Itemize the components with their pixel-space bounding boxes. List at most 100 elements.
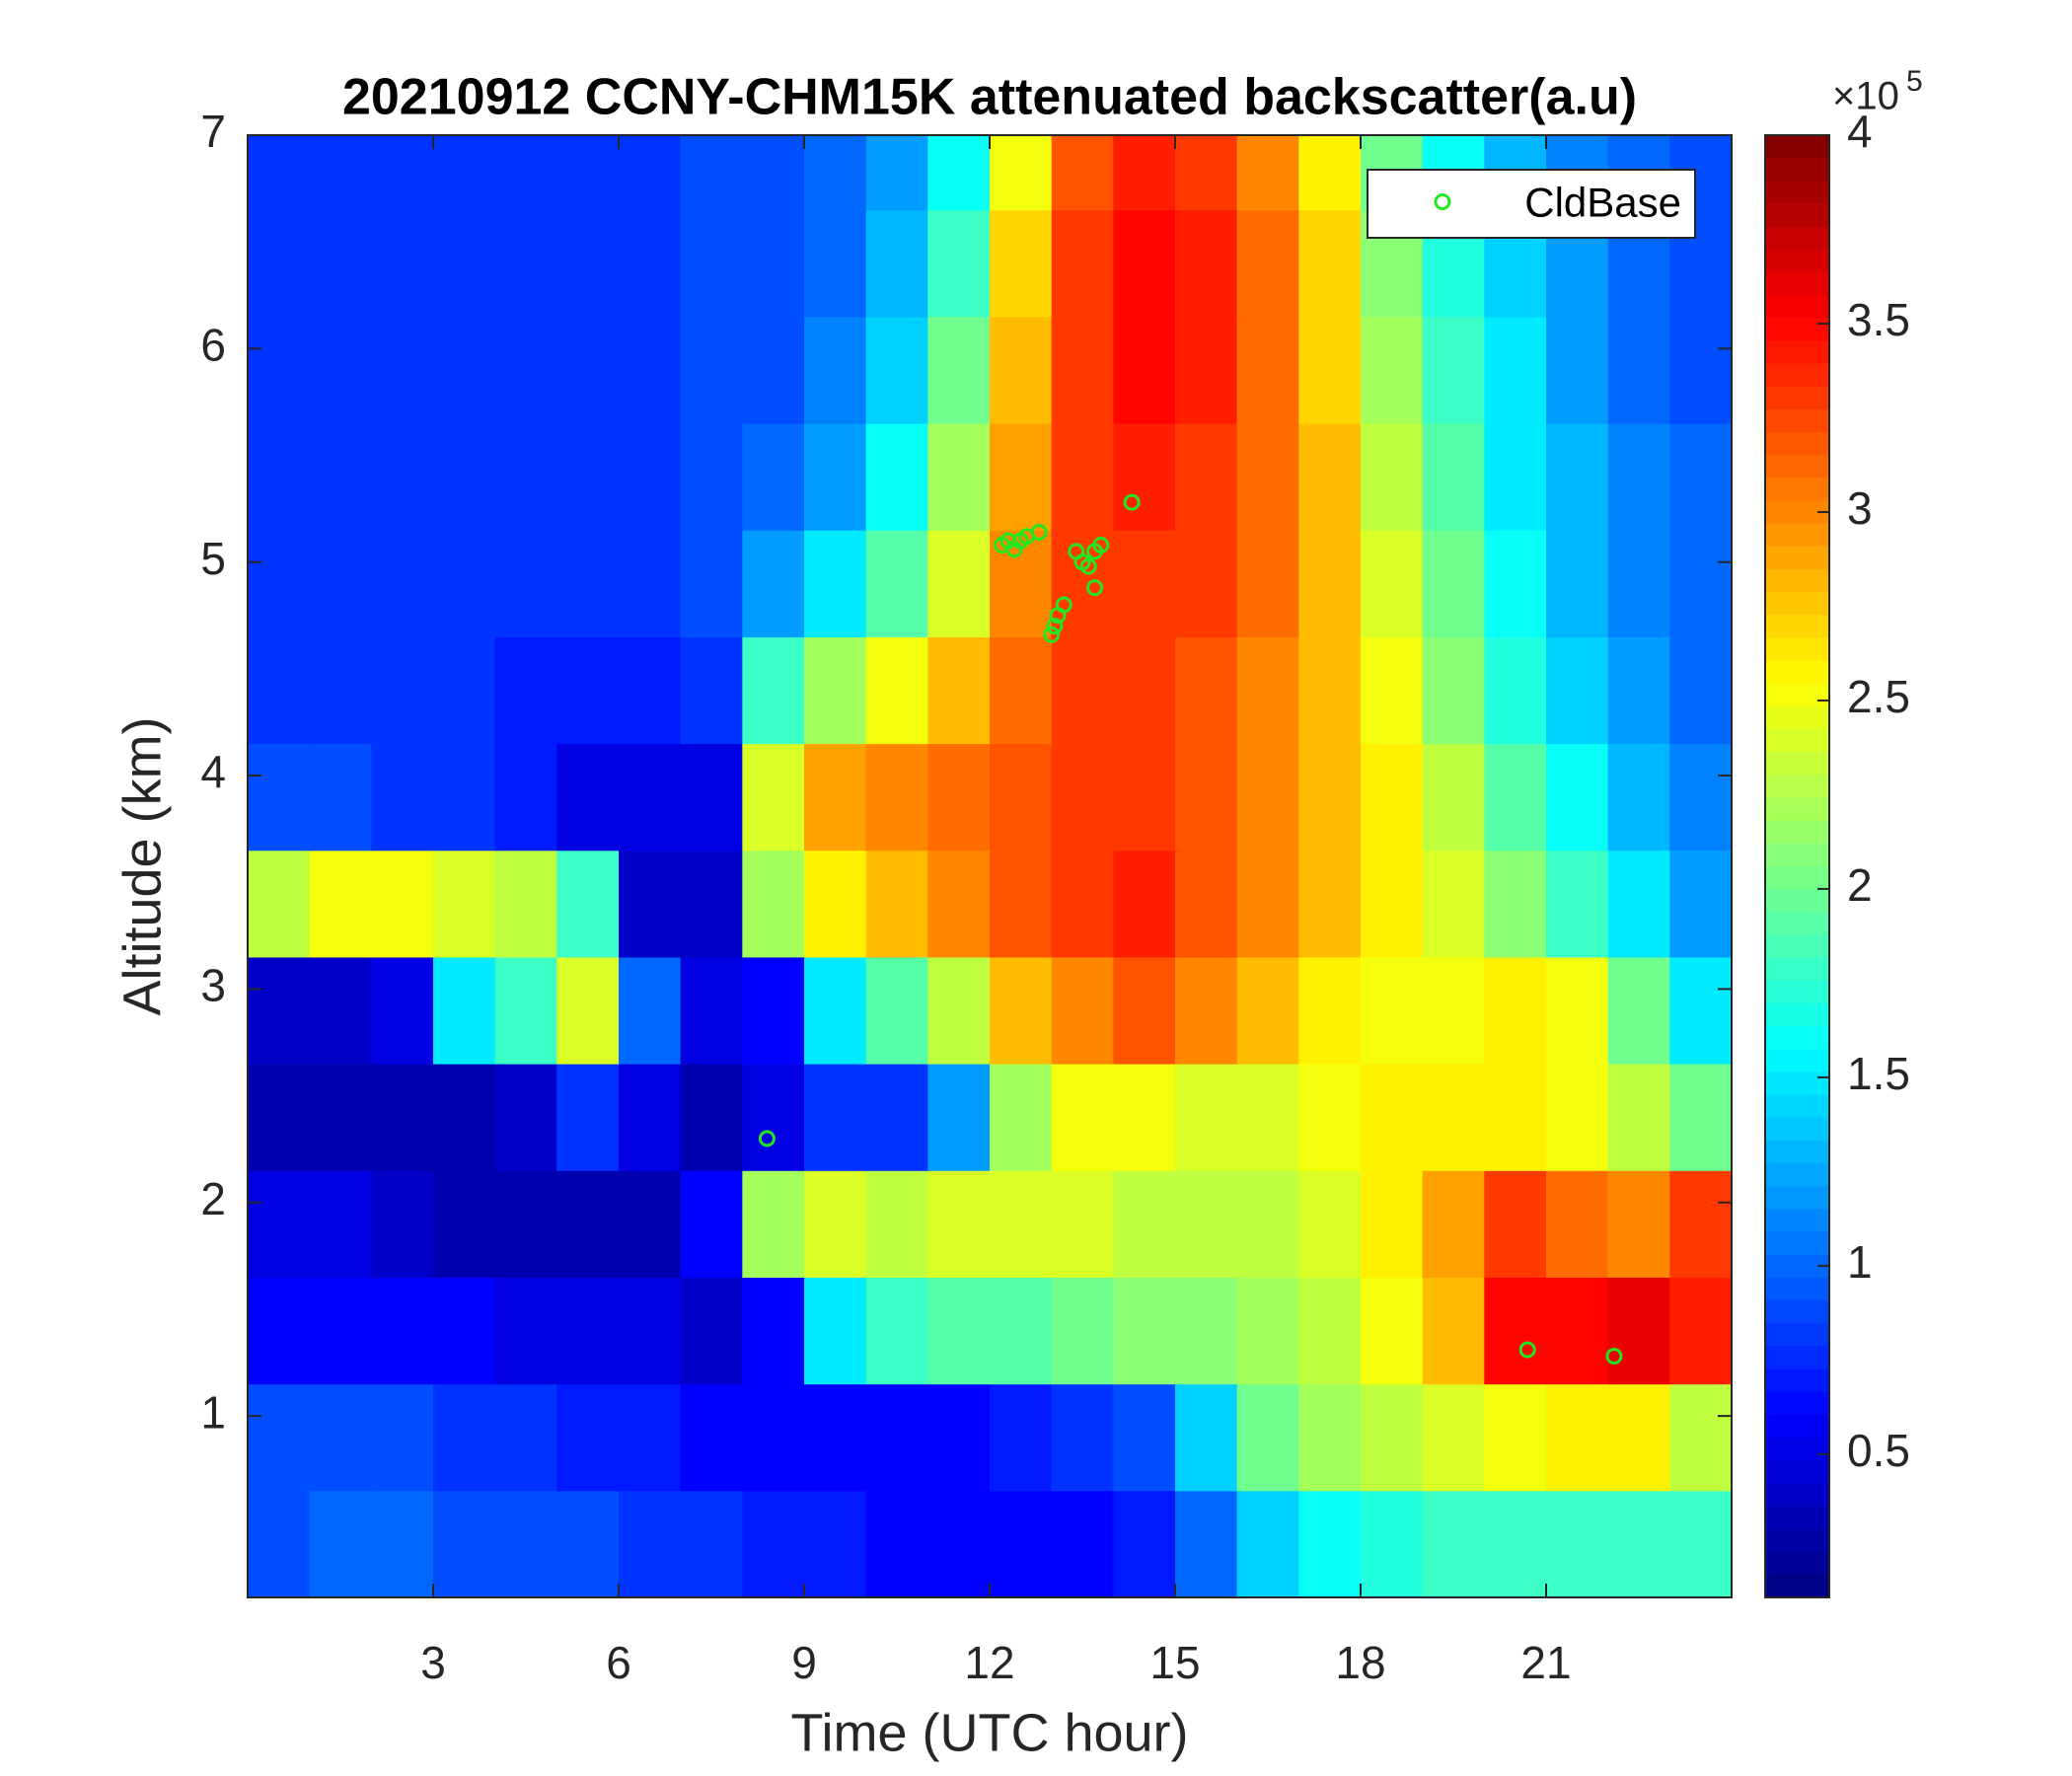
heatmap-cell [1113,1064,1176,1171]
heatmap-cell [556,423,620,531]
heatmap-cell [309,743,372,851]
heatmap-cell [1422,1490,1485,1597]
x-tick-label: 18 [1335,1637,1385,1688]
heatmap-cell [804,850,867,958]
heatmap-cell [1546,850,1609,958]
colorbar-segment [1765,1117,1829,1142]
heatmap-cell [1298,209,1362,318]
heatmap-cell [1113,1170,1176,1278]
heatmap-cell [990,135,1053,211]
heatmap-cell [990,1170,1053,1278]
heatmap-cell [804,1490,867,1597]
heatmap-cell [680,209,743,318]
heatmap-cell [309,1490,372,1597]
heatmap-cell [1422,530,1485,637]
heatmap-cell [865,530,928,637]
heatmap-cell [1546,1064,1609,1171]
colorbar-tick-label: 3.5 [1847,294,1910,345]
heatmap-cell [556,1170,620,1278]
heatmap-cell [1607,1064,1670,1171]
colorbar-segment [1765,1323,1829,1347]
heatmap-cell [680,1170,743,1278]
heatmap-cell [1298,316,1362,424]
heatmap-cell [804,1170,867,1278]
heatmap-cell [990,743,1053,851]
colorbar-segment [1765,181,1829,205]
colorbar-segment [1765,1414,1829,1439]
heatmap-cell [1175,209,1238,318]
heatmap-cell [1175,1064,1238,1171]
colorbar-segment [1765,318,1829,342]
heatmap-cell [680,1277,743,1385]
heatmap-cell [1361,850,1424,958]
heatmap-cell [1113,850,1176,958]
heatmap-cell [680,850,743,958]
heatmap-cell [433,530,496,637]
heatmap-cell [494,135,557,211]
heatmap-cell [927,530,991,637]
heatmap-cell [433,209,496,318]
colorbar-segment [1765,271,1829,296]
heatmap-cell [556,850,620,958]
heatmap-cell [371,135,434,211]
heatmap-cell [309,423,372,531]
heatmap-cell [1422,743,1485,851]
heatmap-cell [1175,956,1238,1065]
heatmap-cell [494,1490,557,1597]
heatmap-cell [1236,1064,1299,1171]
colorbar-segment [1765,408,1829,433]
heatmap-cell [804,956,867,1065]
heatmap-cell [248,743,311,851]
heatmap-cell [556,1277,620,1385]
heatmap-cell [433,1490,496,1597]
cloud-base-point [1055,596,1073,614]
heatmap-cell [1422,1383,1485,1492]
colorbar-tick-label: 2 [1847,859,1873,911]
colorbar-segment [1765,797,1829,822]
heatmap-cell [1236,743,1299,851]
heatmap-cell [1422,850,1485,958]
heatmap-cell [433,316,496,424]
heatmap-cell [804,530,867,637]
heatmap-cell [619,423,682,531]
heatmap-cell [1298,423,1362,531]
heatmap-cell [927,1490,991,1597]
heatmap-cell [1607,850,1670,958]
heatmap-cell [619,209,682,318]
heatmap-cell [927,636,991,745]
colorbar-segment [1765,1299,1829,1324]
heatmap-cell [865,1277,928,1385]
heatmap-cell [865,956,928,1065]
heatmap-cell [1113,209,1176,318]
heatmap-cell [619,956,682,1065]
colorbar-segment [1765,1209,1829,1233]
heatmap-cell [1051,1064,1114,1171]
cloud-base-point [758,1130,776,1147]
colorbar-segment [1765,1231,1829,1256]
colorbar-segment [1765,889,1829,913]
heatmap-cell [1361,1277,1424,1385]
heatmap-cell [1175,1170,1238,1278]
heatmap-cell [556,956,620,1065]
heatmap-cell [248,423,311,531]
colorbar-segment [1765,1254,1829,1279]
heatmap-cell [927,1064,991,1171]
heatmap-cell [494,209,557,318]
y-tick-label: 7 [200,106,226,157]
heatmap-cell [1051,1490,1114,1597]
heatmap-cell [927,743,991,851]
heatmap-cell [865,423,928,531]
heatmap-cell [1113,1490,1176,1597]
heatmap-cell [433,850,496,958]
colorbar-segment [1765,775,1829,799]
colorbar-segment [1765,1002,1829,1027]
heatmap-cell [804,1383,867,1492]
heatmap-cell [1422,636,1485,745]
heatmap-cell [742,743,805,851]
heatmap-cell [1361,423,1424,531]
heatmap-cell [927,1277,991,1385]
colorbar-segment [1765,478,1829,502]
x-tick-label: 9 [791,1637,817,1688]
heatmap-cell [433,1383,496,1492]
heatmap-cell [1484,956,1547,1065]
